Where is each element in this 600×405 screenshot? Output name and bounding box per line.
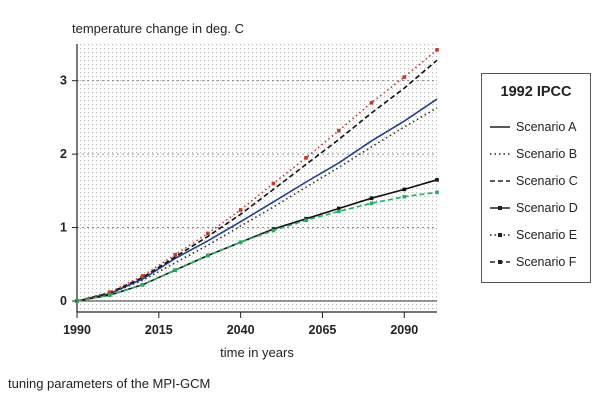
legend-swatch: [490, 180, 510, 182]
x-tick-label: 1990: [63, 323, 91, 337]
series-point-scenario-e: [304, 156, 308, 160]
series-point-scenario-f: [337, 209, 341, 214]
series-point-scenario-e: [402, 75, 407, 79]
legend-item: Scenario C: [490, 170, 590, 192]
tick-layer: 1990 2015 2040 2065 2090 0 1 2 3: [60, 74, 418, 337]
series-point-scenario-f: [107, 293, 112, 297]
y-tick-label: 1: [60, 221, 67, 235]
x-tick-label: 2015: [145, 323, 173, 337]
legend-swatch: [490, 153, 510, 155]
series-point-scenario-e: [337, 128, 341, 133]
series-point-scenario-f: [173, 268, 177, 272]
series-point-scenario-f: [304, 218, 308, 223]
series-point-scenario-e: [271, 181, 276, 186]
plot-area: [77, 44, 437, 312]
legend-item: Scenario E: [490, 224, 590, 246]
chart-title: temperature change in deg. C: [72, 21, 244, 36]
series-point-scenario-e: [140, 274, 145, 278]
y-tick-label: 2: [60, 147, 67, 161]
series-line-scenario-a: [76, 98, 438, 302]
legend-swatch: [490, 126, 510, 128]
series-point-scenario-e: [173, 252, 177, 257]
series-point-scenario-d: [402, 187, 407, 192]
series-point-scenario-e: [238, 208, 243, 212]
series-point-scenario-f: [369, 201, 374, 206]
legend-label: Scenario E: [516, 228, 578, 242]
legend-swatch: [490, 233, 510, 237]
series-point-scenario-d: [369, 196, 374, 200]
series-line-scenario-e: [76, 49, 438, 302]
series-point-scenario-e: [435, 48, 439, 52]
series-point-scenario-e: [206, 231, 210, 236]
series-point-scenario-f: [140, 283, 145, 287]
series-point-scenario-f: [238, 240, 243, 245]
series-point-scenario-f: [402, 194, 407, 199]
series-point-scenario-e: [107, 290, 112, 294]
legend-item: Scenario D: [490, 197, 590, 219]
series-point-scenario-e: [369, 100, 374, 105]
x-tick-label: 2090: [390, 323, 418, 337]
x-tick-label: 2040: [227, 323, 255, 337]
legend-swatch: [490, 260, 510, 264]
legend-swatch: [490, 206, 510, 210]
legend-label: Scenario F: [516, 255, 577, 269]
gridlines: [77, 80, 437, 228]
series-point-scenario-d: [337, 206, 341, 211]
x-tick-label: 2065: [309, 323, 337, 337]
caption: tuning parameters of the MPI-GCM: [8, 376, 211, 391]
legend-label: Scenario A: [516, 120, 577, 134]
series-point-scenario-d: [435, 178, 439, 182]
y-tick-label: 3: [60, 74, 67, 88]
legend-label: Scenario B: [516, 147, 578, 161]
legend-title: 1992 IPCC: [500, 84, 572, 100]
legend-label: Scenario D: [516, 201, 578, 215]
legend-label: Scenario C: [516, 174, 578, 188]
y-tick-label: 0: [60, 294, 67, 308]
legend: 1992 IPCC Scenario A Scenario B Scenario C…: [481, 73, 591, 283]
series-point-scenario-f: [435, 190, 439, 195]
series-point-scenario-f: [271, 228, 276, 233]
legend-item: Scenario A: [490, 116, 590, 138]
series-point-scenario-f: [206, 253, 210, 258]
legend-item: Scenario B: [490, 143, 590, 165]
series-line-scenario-f: [76, 191, 438, 302]
x-axis-label: time in years: [220, 345, 294, 360]
legend-item: Scenario F: [490, 251, 590, 273]
